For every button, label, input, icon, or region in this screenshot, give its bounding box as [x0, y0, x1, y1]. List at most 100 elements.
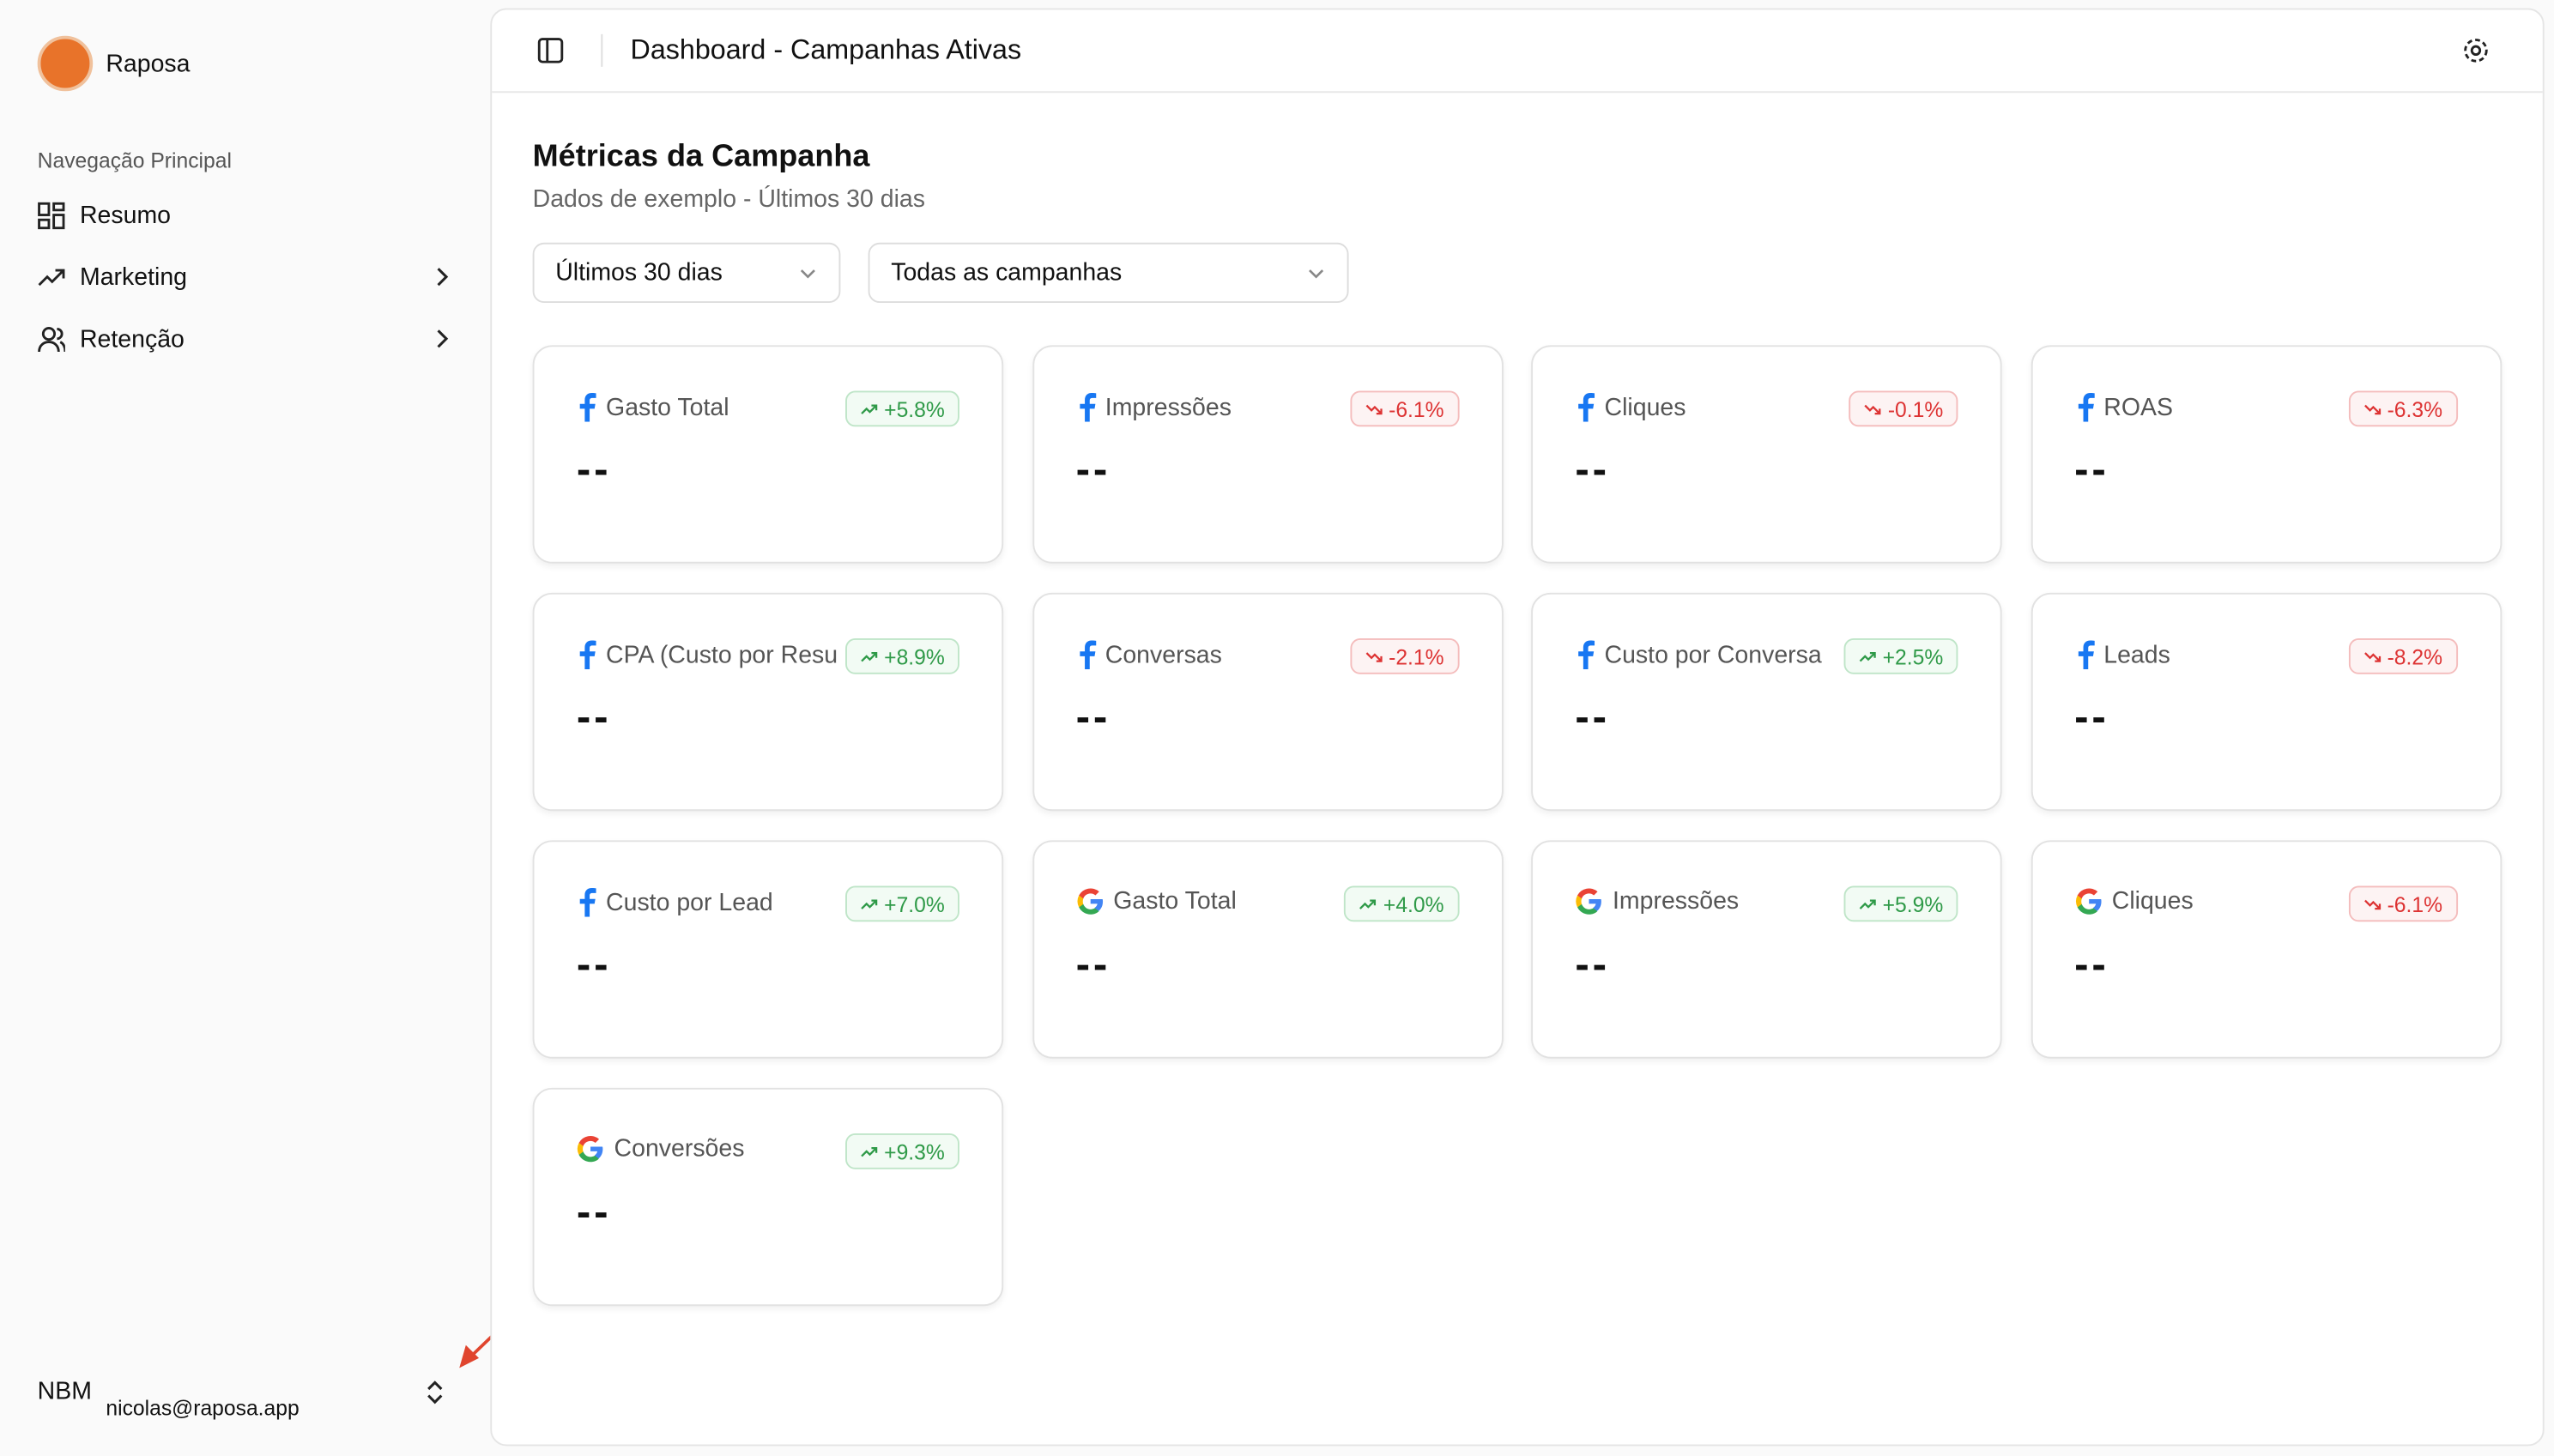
metric-label: Conversões — [577, 1134, 745, 1163]
platform-icon — [1076, 887, 1104, 915]
dropdown-chevron — [1306, 263, 1326, 283]
nav-label: Marketing — [80, 263, 188, 291]
platform-icon — [577, 640, 596, 670]
brand[interactable]: Raposa — [37, 35, 191, 92]
trend-icon — [1365, 402, 1383, 416]
brand-name: Raposa — [106, 49, 191, 78]
nav-chevron — [430, 327, 453, 350]
metric-name: Impressões — [1105, 393, 1232, 421]
metric-name: Custo por Lead — [606, 888, 773, 916]
section-title: Métricas da Campanha — [532, 140, 870, 175]
trend-icon — [1858, 649, 1876, 663]
metric-card: Gasto Total +5.8% -- — [532, 345, 1004, 564]
metric-value: -- — [576, 444, 612, 494]
nav-item[interactable]: Retenção — [38, 314, 453, 363]
filter-label: Últimos 30 dias — [555, 258, 723, 287]
logo — [37, 35, 94, 92]
metric-value: -- — [2074, 444, 2109, 494]
metric-card: Leads -8.2% -- — [2030, 592, 2502, 812]
trend-icon — [860, 649, 878, 663]
metric-value: -- — [1575, 939, 1610, 989]
metric-value: -- — [1075, 939, 1111, 989]
page-title: Dashboard - Campanhas Ativas — [630, 33, 1022, 65]
trend-icon — [1365, 649, 1383, 663]
change-badge: -0.1% — [1849, 390, 1958, 427]
trend-icon — [860, 1144, 878, 1158]
platform-icon — [1575, 640, 1595, 670]
metric-label: Conversas — [1076, 640, 1222, 670]
change-badge: -6.3% — [2348, 390, 2458, 427]
change-value: -6.3% — [2387, 396, 2443, 421]
change-badge: +5.9% — [1843, 885, 1958, 922]
nav-chevron — [430, 265, 453, 288]
change-badge: +9.3% — [844, 1133, 959, 1169]
change-value: +9.3% — [884, 1139, 945, 1164]
change-value: +5.8% — [884, 396, 945, 421]
sidebar-toggle[interactable] — [537, 38, 564, 63]
trend-icon — [2363, 897, 2381, 911]
metric-name: Conversões — [614, 1134, 745, 1163]
change-value: +7.0% — [884, 891, 945, 916]
metric-label: Leads — [2074, 640, 2170, 670]
metric-name: Impressões — [1613, 887, 1740, 915]
change-value: +8.9% — [884, 643, 945, 669]
metric-card: Conversas -2.1% -- — [1032, 592, 1503, 812]
metric-label: Custo por Conversa — [1575, 640, 1822, 670]
trend-icon — [860, 897, 878, 911]
trend-icon — [860, 402, 878, 416]
metric-name: Gasto Total — [606, 393, 729, 421]
nav-icon — [38, 325, 65, 353]
platform-icon — [577, 1135, 604, 1163]
filter-select[interactable]: Todas as campanhas — [868, 242, 1349, 304]
metric-name: CPA (Custo por Resu — [606, 640, 838, 669]
metric-value: -- — [576, 692, 612, 741]
filter-select[interactable]: Últimos 30 dias — [532, 242, 841, 304]
metric-label: Impressões — [1575, 887, 1739, 915]
nav-label: Retenção — [80, 324, 185, 353]
nav-item[interactable]: Resumo — [38, 190, 453, 239]
platform-icon — [1575, 392, 1595, 422]
filter-label: Todas as campanhas — [891, 258, 1123, 287]
metric-value: -- — [1575, 444, 1610, 494]
change-badge: +2.5% — [1843, 638, 1958, 674]
change-badge: +7.0% — [844, 885, 959, 922]
metric-label: ROAS — [2074, 392, 2173, 422]
metric-value: -- — [576, 1187, 612, 1236]
metric-value: -- — [576, 939, 612, 989]
metric-card: Impressões -6.1% -- — [1032, 345, 1503, 564]
platform-icon — [2074, 640, 2094, 670]
change-value: -6.1% — [1389, 396, 1444, 421]
nav-item[interactable]: Marketing — [38, 252, 453, 301]
main-panel: Dashboard - Campanhas Ativas Métricas da… — [490, 8, 2545, 1447]
metric-name: Cliques — [2111, 887, 2194, 915]
change-badge: +8.9% — [844, 638, 959, 674]
metric-label: Impressões — [1076, 392, 1232, 422]
platform-icon — [1076, 392, 1096, 422]
metric-value: -- — [2074, 692, 2109, 741]
metric-name: Conversas — [1105, 640, 1222, 669]
sidebar: Raposa Navegação Principal Resumo Marketi… — [0, 0, 552, 1456]
change-badge: -6.1% — [1349, 390, 1459, 427]
metric-card: Impressões +5.9% -- — [1531, 840, 2002, 1059]
nav-icon — [38, 201, 65, 229]
metric-card: Conversões +9.3% -- — [532, 1087, 1004, 1307]
platform-icon — [1575, 887, 1602, 915]
platform-icon — [577, 392, 596, 422]
trend-icon — [1858, 897, 1876, 911]
trend-icon — [1863, 402, 1881, 416]
metric-name: Gasto Total — [1113, 887, 1237, 915]
user-menu-toggle[interactable] — [422, 1378, 448, 1407]
settings-button[interactable] — [2461, 36, 2490, 65]
platform-icon — [2074, 392, 2094, 422]
platform-icon — [2074, 887, 2102, 915]
change-value: -6.1% — [2387, 891, 2443, 916]
change-badge: +5.8% — [844, 390, 959, 427]
metric-card: Cliques -6.1% -- — [2030, 840, 2502, 1059]
header: Dashboard - Campanhas Ativas — [492, 9, 2543, 94]
nav-icon — [38, 263, 65, 291]
platform-icon — [577, 887, 596, 917]
user-email: nicolas@raposa.app — [106, 1395, 300, 1421]
dropdown-chevron — [798, 263, 818, 283]
